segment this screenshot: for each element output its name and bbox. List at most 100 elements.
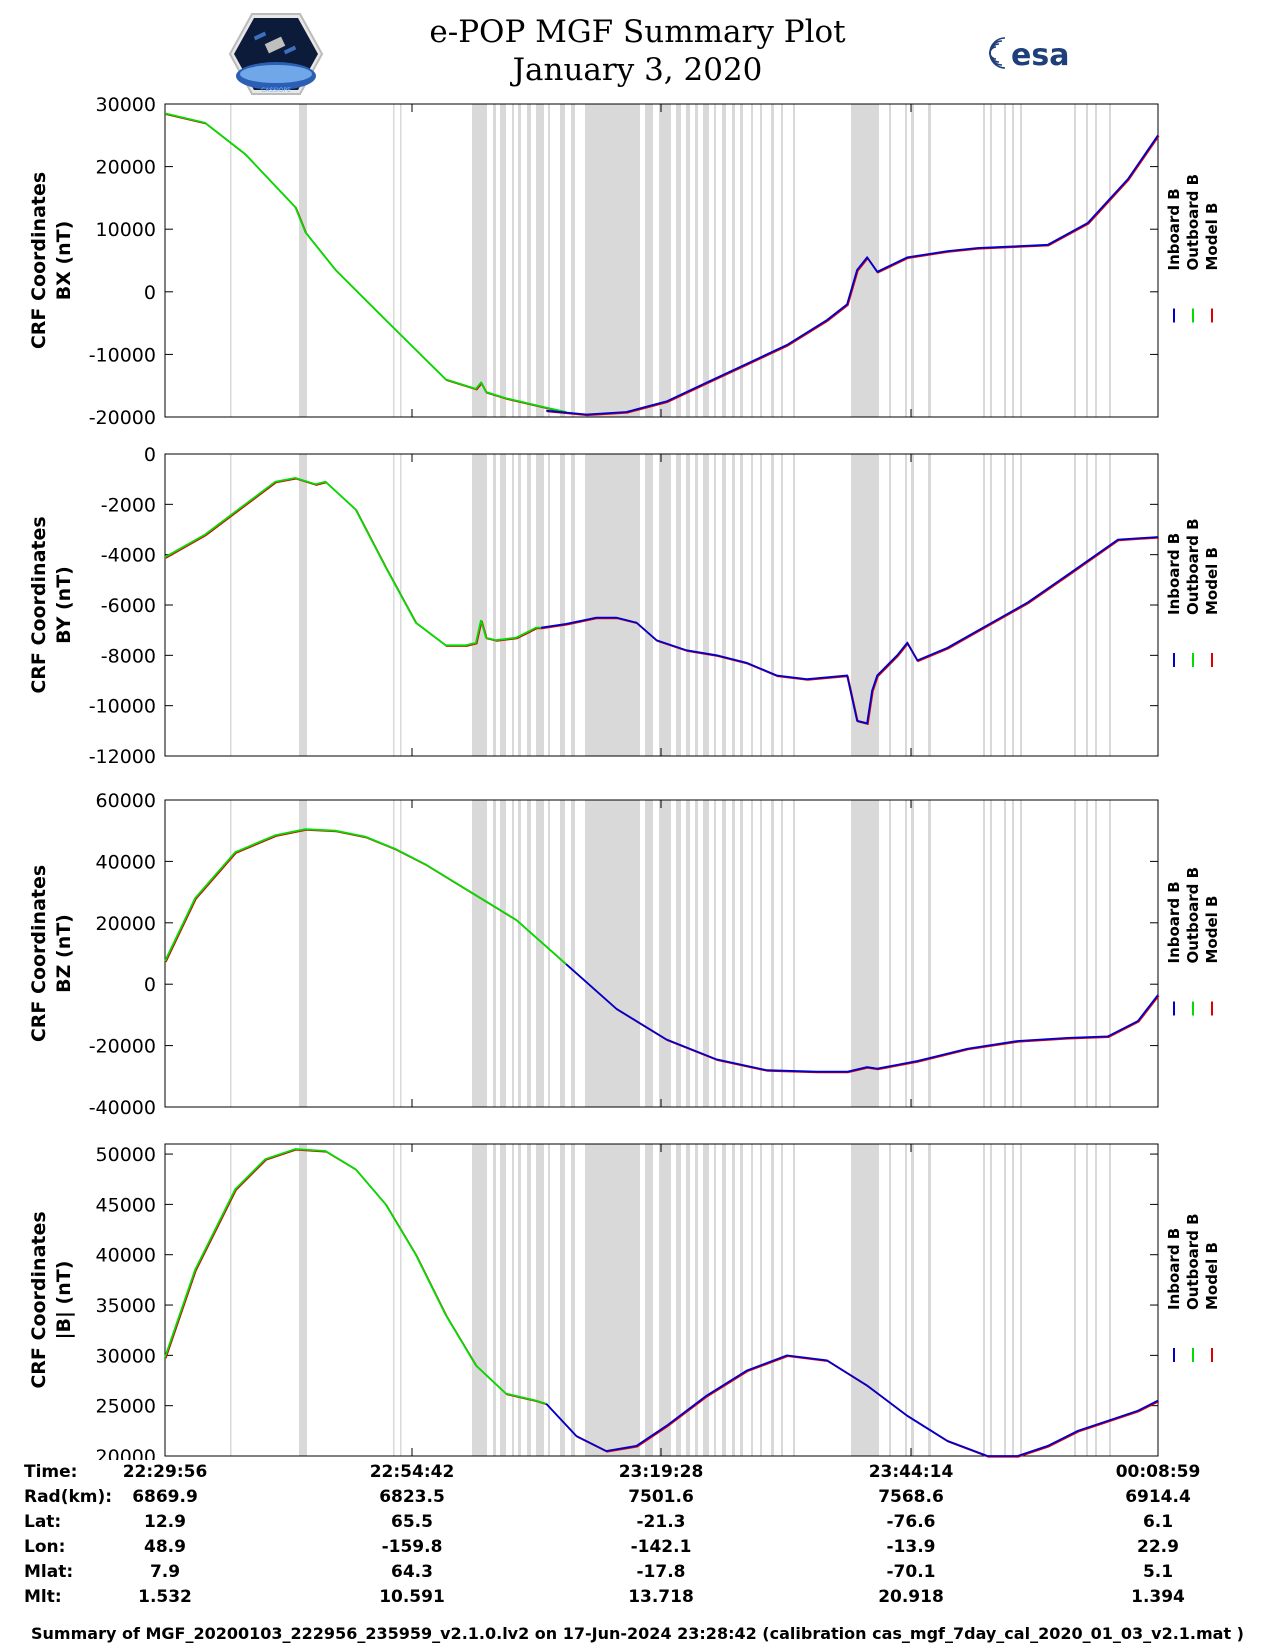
data-gap-band [400, 1144, 402, 1456]
info-row: Lat: 12.9 65.5 -21.3 -76.6 6.1 [0, 1512, 1275, 1536]
info-value: 5.1 [1142, 1562, 1174, 1582]
data-gap-band [983, 104, 985, 417]
y-tick-label: 40000 [96, 1245, 156, 1267]
y-tick-label: 25000 [96, 1396, 156, 1418]
series-line-outboard-b [164, 112, 567, 413]
y-tick-label: -12000 [89, 746, 156, 768]
info-value: 12.9 [144, 1512, 186, 1532]
data-gap-band [1095, 104, 1097, 417]
info-value: 13.718 [628, 1587, 694, 1607]
data-gap-band [1074, 1144, 1076, 1456]
data-gap-band [1086, 800, 1088, 1107]
data-gap-band [493, 800, 496, 1107]
data-gap-band [1004, 454, 1006, 756]
plot-panel-3: -40000 -20000 0 20000 40000 60000 CRF Coordina… [28, 790, 1221, 1119]
legend: Inboard B Outboard B Model B [1165, 174, 1221, 323]
data-gap-band [703, 800, 709, 1107]
data-gap-band [983, 454, 985, 756]
data-gap-band [686, 1144, 690, 1456]
info-value: 6823.5 [379, 1487, 445, 1507]
info-value: 7568.6 [878, 1487, 944, 1507]
data-gap-band [518, 800, 521, 1107]
legend-outboard-b: Outboard B [1184, 1213, 1202, 1310]
info-value: -70.1 [886, 1562, 936, 1582]
y-tick-label: 30000 [96, 1345, 156, 1367]
series-line-outboard-b [164, 476, 542, 647]
y-tick-label: -2000 [101, 494, 156, 516]
data-gap-band [500, 1144, 506, 1456]
data-gap-band [1074, 104, 1076, 417]
data-gap-band [703, 104, 709, 417]
data-gap-band [983, 800, 985, 1107]
y-axis-label-units: BX (nT) [53, 221, 75, 301]
legend-inboard-b: Inboard B [1165, 881, 1183, 963]
data-gap-band [1086, 104, 1088, 417]
info-value: 22.9 [1137, 1537, 1179, 1557]
data-gap-band [645, 1144, 653, 1456]
info-row-label: Lon: [24, 1537, 66, 1557]
legend-model-b: Model B [1203, 1242, 1221, 1310]
data-gap-band [722, 104, 726, 417]
data-gap-band [560, 800, 565, 1107]
data-gap-band [560, 104, 565, 417]
data-gap-band [781, 104, 783, 417]
data-gap-band [500, 800, 506, 1107]
data-gap-band [571, 800, 575, 1107]
y-tick-label: -6000 [101, 595, 156, 617]
legend-outboard-b: Outboard B [1184, 867, 1202, 964]
data-gap-band [1095, 800, 1097, 1107]
data-gap-band [393, 1144, 395, 1456]
data-gap-band [1109, 104, 1111, 417]
data-gap-band [911, 800, 914, 1107]
data-gap-band [732, 104, 735, 417]
legend: Inboard B Outboard B Model B [1165, 518, 1221, 667]
y-tick-label: 0 [144, 444, 156, 466]
data-gap-band [905, 104, 907, 417]
info-row-label: Time: [24, 1462, 78, 1482]
data-gap-band [1004, 104, 1006, 417]
info-value: -142.1 [630, 1537, 692, 1557]
y-tick-label: 40000 [96, 851, 156, 873]
esa-logo-text: esa [1011, 38, 1069, 73]
data-gap-band [760, 1144, 762, 1456]
data-gap-band [1095, 1144, 1097, 1456]
summary-footer: Summary of MGF_20200103_222956_235959_v2… [31, 1624, 1244, 1643]
plot-panel-2: -12000 -10000 -8000 -6000 -4000 -2000 0 CRF Coo… [28, 444, 1221, 768]
data-gap-band [493, 1144, 496, 1456]
data-gap-band [536, 104, 544, 417]
legend-model-b: Model B [1203, 896, 1221, 964]
data-gap-band [299, 454, 307, 756]
y-axis-label-units: |B| (nT) [53, 1261, 75, 1340]
info-value: 10.591 [379, 1587, 445, 1607]
data-gap-band [230, 104, 232, 417]
cassiope-mission-logo: CASSIOPE [228, 13, 324, 95]
data-gap-band [560, 454, 565, 756]
data-gap-band [1109, 1144, 1111, 1456]
data-gap-band [1004, 1144, 1006, 1456]
y-axis-label: CRF Coordinates [28, 1211, 50, 1388]
data-gap-band [1086, 454, 1088, 756]
data-gap-band [905, 800, 907, 1107]
data-gap-band [400, 800, 402, 1107]
data-gap-band [536, 454, 544, 756]
data-gap-band [695, 104, 698, 417]
data-gap-band [793, 1144, 795, 1456]
data-gap-band [548, 104, 550, 417]
plot-panel-4: 20000 25000 30000 35000 40000 45000 50000 CRF C… [28, 1143, 1221, 1460]
data-gap-band [928, 800, 931, 1107]
data-gap-band [645, 104, 653, 417]
info-value: -17.8 [636, 1562, 686, 1582]
data-gap-band [851, 454, 879, 756]
legend-inboard-b: Inboard B [1165, 1228, 1183, 1310]
info-row-label: Lat: [24, 1512, 62, 1532]
legend: Inboard B Outboard B Model B [1165, 867, 1221, 1016]
y-tick-label: 30000 [96, 94, 156, 116]
info-value: 6914.4 [1125, 1487, 1191, 1507]
data-gap-shading [230, 104, 1111, 417]
y-tick-label: 20000 [96, 913, 156, 935]
data-gap-band [548, 1144, 550, 1456]
y-tick-label: -10000 [89, 696, 156, 718]
data-gap-band [659, 104, 671, 417]
data-gap-band [548, 800, 550, 1107]
